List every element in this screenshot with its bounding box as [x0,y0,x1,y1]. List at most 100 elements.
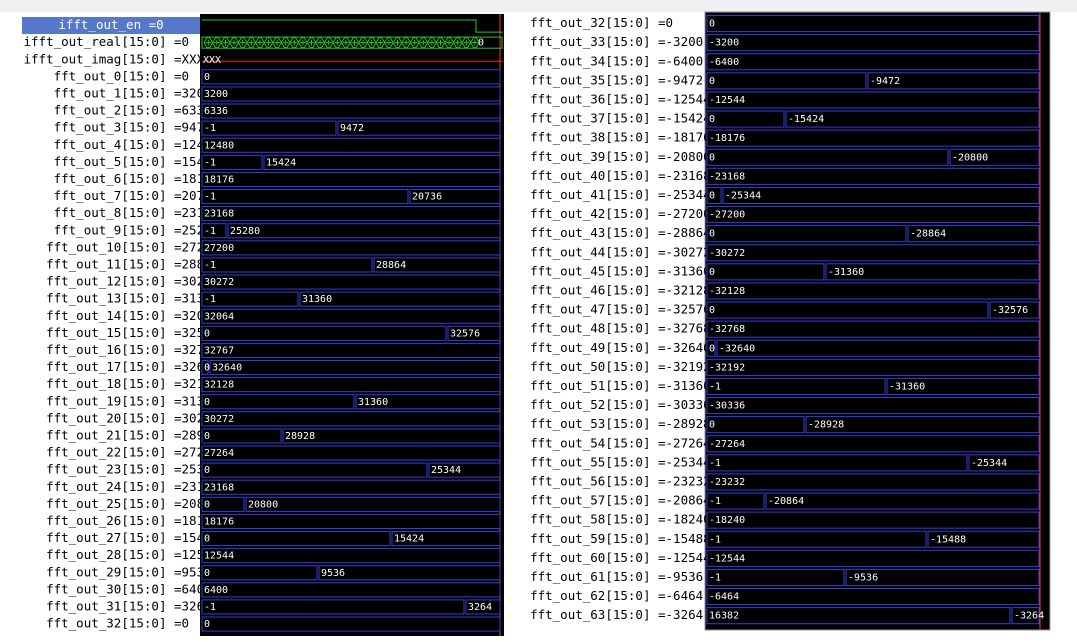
signal-name[interactable]: fft_out_57[15:0] =-20864 [530,493,711,508]
signal-name[interactable]: fft_out_18[15:0] =32128 [46,376,219,391]
signal-name[interactable]: fft_out_41[15:0] =-25344 [530,187,711,202]
bus-segment [209,360,501,376]
bus-segment [706,91,1040,109]
signal-name[interactable]: fft_out_16[15:0] =32767 [46,342,219,357]
signal-name[interactable]: fft_out_50[15:0] =-32192 [530,359,711,374]
signal-name[interactable]: fft_out_45[15:0] =-31360 [530,263,711,278]
signal-name[interactable]: fft_out_42[15:0] =-27200 [530,206,711,221]
bus-value: 32576 [450,328,480,339]
bus-value: -15488 [930,534,966,545]
bus-segment [201,223,227,239]
signal-name[interactable]: fft_out_39[15:0] =-20800 [530,149,711,164]
signal-name[interactable]: ifft_out_imag[15:0] =XXX [24,51,205,66]
signal-name[interactable]: ifft_out_real[15:0] =0 [24,34,190,49]
signal-name[interactable]: fft_out_26[15:0] =18176 [46,513,219,528]
signal-name[interactable]: fft_out_19[15:0] =31360 [46,393,219,408]
signal-name[interactable]: fft_out_27[15:0] =15424 [46,530,219,545]
signal-name[interactable]: fft_out_44[15:0] =-30272 [530,244,711,259]
bus-value: 20736 [412,192,442,203]
signal-name[interactable]: fft_out_59[15:0] =-15488 [530,531,711,546]
signal-name[interactable]: fft_out_10[15:0] =27200 [46,239,219,254]
signal-name[interactable]: fft_out_0[15:0] =0 [54,68,189,83]
signal-name[interactable]: fft_out_5[15:0] =15424 [54,154,220,169]
bus-segment [706,167,1040,185]
signal-name[interactable]: fft_out_13[15:0] =31360 [46,291,219,306]
signal-name[interactable]: fft_out_37[15:0] =-15424 [530,111,711,126]
signal-name[interactable]: fft_out_4[15:0] =12480 [54,137,220,152]
bus-value: -1 [204,192,216,203]
signal-name[interactable]: fft_out_6[15:0] =18176 [54,171,220,186]
signal-name[interactable]: fft_out_11[15:0] =28864 [46,256,219,271]
signal-name[interactable]: fft_out_33[15:0] =-3200 [530,34,703,49]
bus-value: -32768 [709,324,745,335]
signal-name[interactable]: fft_out_1[15:0] =3200 [54,85,212,100]
signal-name[interactable]: fft_out_12[15:0] =30272 [46,274,219,289]
signal-name[interactable]: fft_out_56[15:0] =-23232 [530,473,711,488]
bus-segment [706,225,907,243]
signal-name[interactable]: fft_out_24[15:0] =23168 [46,479,219,494]
signal-name[interactable]: fft_out_32[15:0] =0 [530,15,673,30]
signal-name[interactable]: ifft_out_en =0 [58,17,163,32]
bus-segment [201,103,501,119]
signal-name[interactable]: fft_out_55[15:0] =-25344 [530,454,711,469]
bus-value: 28928 [285,431,315,442]
signal-name[interactable]: fft_out_22[15:0] =27264 [46,445,219,460]
signal-name[interactable]: fft_out_60[15:0] =-12544 [530,550,711,565]
signal-name[interactable]: fft_out_51[15:0] =-31360 [530,378,711,393]
signal-name[interactable]: fft_out_2[15:0] =6336 [54,103,212,118]
bus-segment [201,274,501,290]
signal-name[interactable]: fft_out_23[15:0] =25344 [46,462,219,477]
bus-segment [706,435,1040,453]
signal-name[interactable]: fft_out_34[15:0] =-6400 [530,53,703,68]
bus-segment [765,492,1040,510]
bus-value: -1 [709,458,721,469]
bus-segment [706,34,1040,52]
bus-value: 0 [204,431,210,442]
signal-name[interactable]: fft_out_43[15:0] =-28864 [530,225,711,240]
bus-value: 18176 [204,516,234,527]
bus-segment [428,462,501,478]
bus-segment [201,325,447,341]
signal-name[interactable]: fft_out_25[15:0] =20800 [46,496,219,511]
signal-name[interactable]: fft_out_47[15:0] =-32576 [530,302,711,317]
signal-name[interactable]: fft_out_48[15:0] =-32768 [530,321,711,336]
signal-name[interactable]: fft_out_35[15:0] =-9472 [530,72,703,87]
bus-value: -32640 [719,343,755,354]
bus-segment [706,186,722,204]
signal-name[interactable]: fft_out_20[15:0] =30272 [46,410,219,425]
bus-value: 30272 [204,414,234,425]
signal-name[interactable]: fft_out_29[15:0] =9536 [46,564,212,579]
signal-name[interactable]: fft_out_53[15:0] =-28928 [530,416,711,431]
signal-name[interactable]: fft_out_9[15:0] =25280 [54,222,220,237]
signal-name[interactable]: fft_out_17[15:0] =32640 [46,359,219,374]
signal-name[interactable]: fft_out_38[15:0] =-18176 [530,130,711,145]
signal-name[interactable]: fft_out_40[15:0] =-23168 [530,168,711,183]
signal-name[interactable]: fft_out_54[15:0] =-27264 [530,435,711,450]
signal-name[interactable]: fft_out_46[15:0] =-32128 [530,282,711,297]
bus-segment [201,206,501,222]
signal-name[interactable]: fft_out_36[15:0] =-12544 [530,91,711,106]
bus-segment [706,530,927,548]
signal-name[interactable]: fft_out_8[15:0] =23168 [54,205,220,220]
bus-value: 0 [204,363,210,374]
bus-value: -25344 [725,190,761,201]
signal-name[interactable]: fft_out_49[15:0] =-32640 [530,340,711,355]
signal-name[interactable]: fft_out_63[15:0] =-3264 [530,607,703,622]
signal-name[interactable]: fft_out_61[15:0] =-9536 [530,569,703,584]
signal-name[interactable]: fft_out_62[15:0] =-6464 [530,588,703,603]
bus-value: 0 [204,72,210,83]
bus-value: 25344 [431,465,461,476]
signal-name[interactable]: fft_out_58[15:0] =-18240 [530,512,711,527]
signal-name[interactable]: fft_out_32[15:0] =0 [46,616,189,631]
bus-segment [201,616,501,632]
signal-name[interactable]: fft_out_15[15:0] =32576 [46,325,219,340]
signal-name[interactable]: fft_out_7[15:0] =20736 [54,188,220,203]
bus-value: -23232 [709,477,745,488]
signal-name[interactable]: fft_out_3[15:0] =9472 [54,120,212,135]
signal-name[interactable]: fft_out_28[15:0] =12544 [46,547,219,562]
signal-name[interactable]: fft_out_14[15:0] =32064 [46,308,219,323]
signal-name[interactable]: fft_out_52[15:0] =-30336 [530,397,711,412]
signal-name[interactable]: fft_out_21[15:0] =28928 [46,427,219,442]
signal-name[interactable]: fft_out_31[15:0] =3264 [46,598,212,613]
signal-name[interactable]: fft_out_30[15:0] =6400 [46,581,212,596]
